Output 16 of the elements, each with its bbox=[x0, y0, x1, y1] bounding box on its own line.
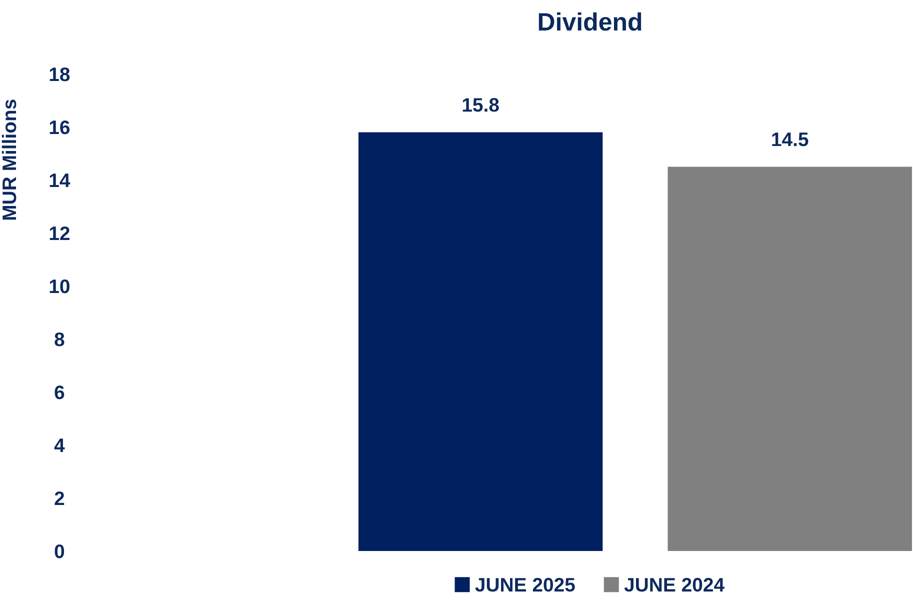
chart-title: Dividend bbox=[538, 12, 642, 31]
y-tick-label: 0 bbox=[54, 544, 64, 558]
data-label: 15.8 bbox=[462, 98, 499, 112]
y-axis-title: MUR Millions bbox=[2, 100, 16, 220]
y-tick-label: 12 bbox=[50, 226, 70, 240]
y-tick-label: 8 bbox=[54, 332, 64, 346]
y-tick-label: 16 bbox=[50, 120, 70, 134]
y-tick-label: 14 bbox=[50, 174, 70, 188]
y-tick-label: 10 bbox=[50, 279, 70, 294]
y-tick-label: 2 bbox=[54, 491, 64, 506]
data-label: 14.5 bbox=[772, 132, 808, 146]
legend-label: JUNE 2024 bbox=[624, 578, 724, 592]
y-tick-label: 18 bbox=[50, 67, 70, 82]
y-tick-label: 6 bbox=[54, 385, 64, 400]
y-tick-label: 4 bbox=[54, 438, 65, 452]
legend-label: JUNE 2025 bbox=[475, 578, 575, 592]
